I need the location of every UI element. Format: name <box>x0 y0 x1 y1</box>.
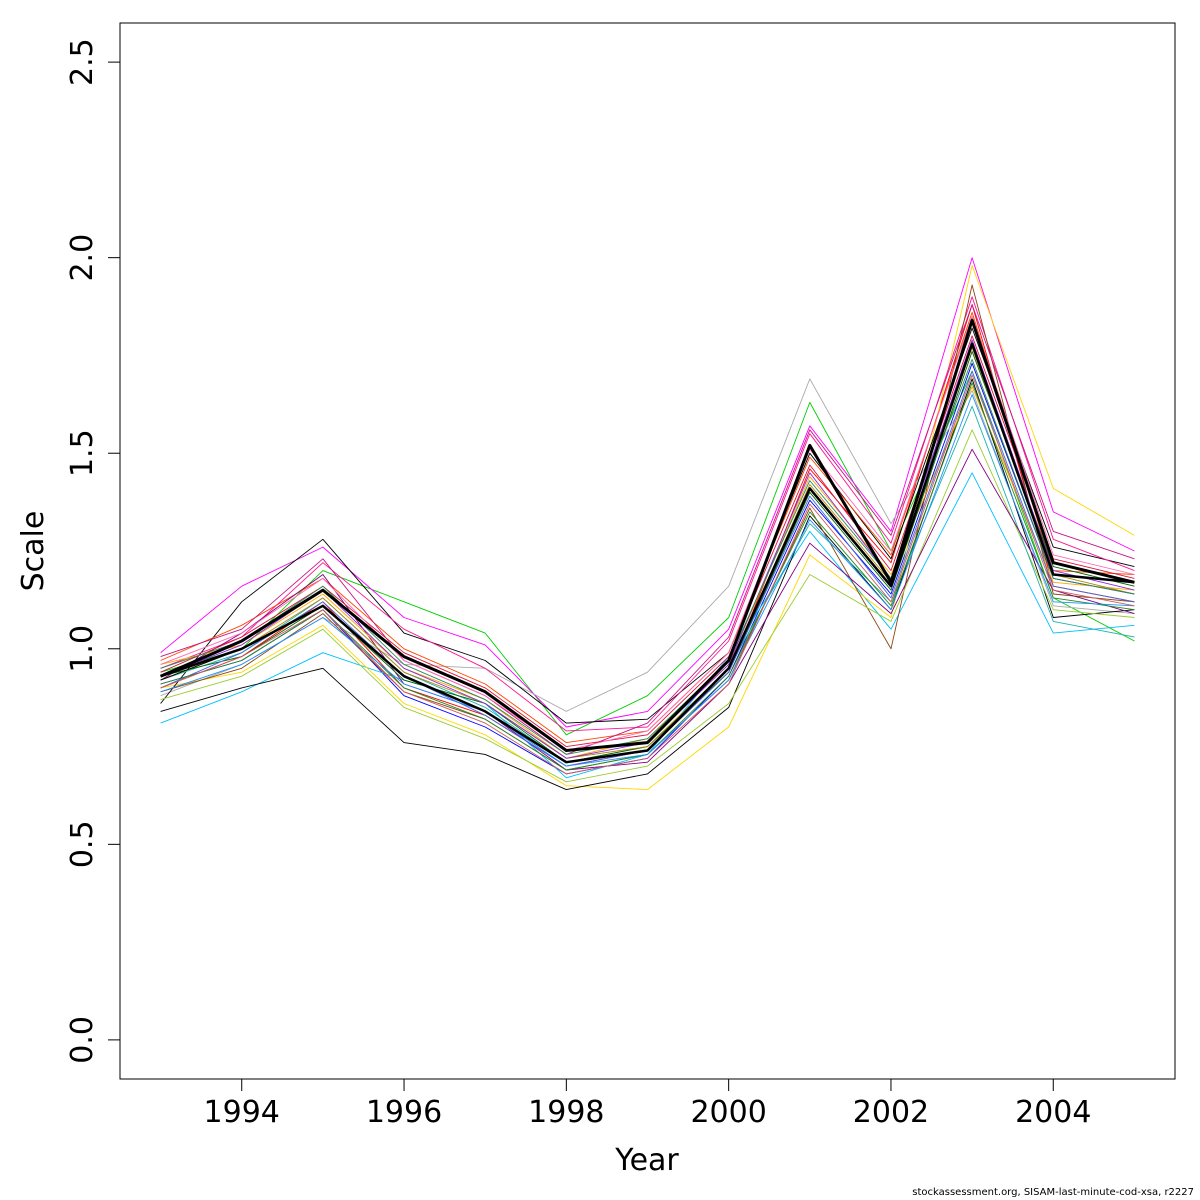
series-line-9 <box>160 378 1135 791</box>
y-axis-label: Scale <box>16 511 51 592</box>
series-line-25 <box>160 394 1135 767</box>
series-line-8 <box>160 378 1135 712</box>
series-line-10 <box>160 327 1135 724</box>
series-line-23 <box>160 347 1135 759</box>
series-line-11 <box>160 296 1135 732</box>
central-line <box>160 318 1135 752</box>
series-line-17 <box>160 304 1135 755</box>
series-line-14 <box>160 429 1135 783</box>
series-line-5 <box>160 472 1135 779</box>
series-line-7 <box>160 265 1135 791</box>
series-line-28 <box>160 358 1135 755</box>
series-line-16 <box>160 448 1135 771</box>
series-layer <box>160 257 1135 791</box>
x-tick-label: 2002 <box>853 1095 929 1130</box>
y-tick-label: 0.5 <box>65 820 100 868</box>
x-tick-label: 1998 <box>528 1095 604 1130</box>
series-line-24 <box>160 315 1135 751</box>
series-line-12 <box>160 311 1135 744</box>
series-line-27 <box>160 374 1135 775</box>
x-tick-label: 2004 <box>1015 1095 1091 1130</box>
y-axis: 0.0 0.5 1.0 1.5 2.0 2.5 <box>65 38 121 1064</box>
central-line-2 <box>160 342 1135 764</box>
y-tick-label: 0.0 <box>65 1016 100 1064</box>
y-tick-label: 1.5 <box>65 429 100 477</box>
y-tick-label: 2.0 <box>65 234 100 282</box>
x-tick-label: 1996 <box>366 1095 442 1130</box>
x-tick-label: 2000 <box>690 1095 766 1130</box>
footer-note: stockassessment.org, SISAM-last-minute-c… <box>912 1187 1194 1198</box>
series-line-13 <box>160 284 1135 771</box>
series-line-15 <box>160 405 1135 763</box>
series-line-22 <box>160 382 1135 771</box>
series-line-6 <box>160 257 1135 728</box>
x-axis-label: Year <box>614 1143 679 1178</box>
x-tick-label: 1994 <box>204 1095 280 1130</box>
x-axis: 1994 1996 1998 2000 2002 2004 <box>204 1078 1091 1130</box>
y-tick-label: 1.0 <box>65 625 100 673</box>
series-line-20 <box>160 370 1135 767</box>
plot-frame <box>119 22 1176 1080</box>
series-line-2 <box>160 304 1135 767</box>
series-line-21 <box>160 335 1135 748</box>
y-tick-label: 2.5 <box>65 38 100 86</box>
